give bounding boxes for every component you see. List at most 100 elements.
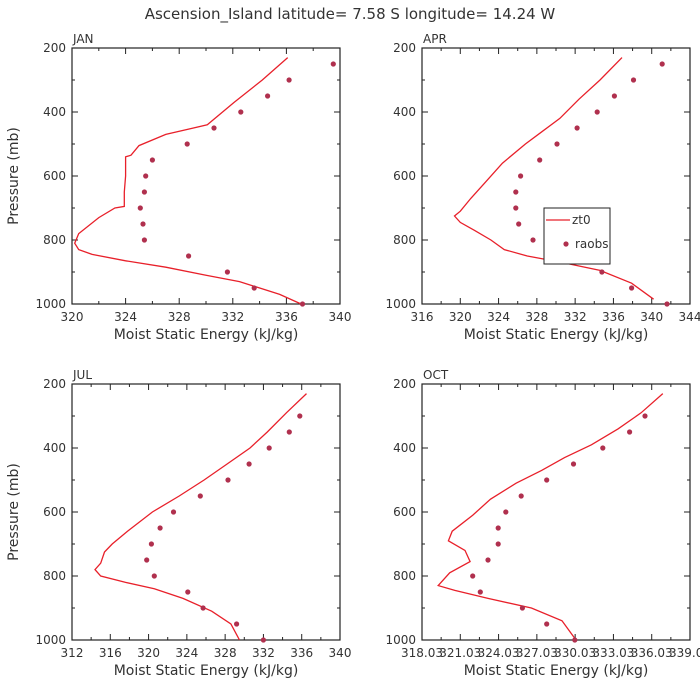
y-tick-label: 200	[393, 41, 416, 55]
panel-label: OCT	[423, 368, 449, 382]
data-point-raobs	[664, 301, 670, 307]
y-tick-label: 800	[43, 569, 66, 583]
data-point-raobs	[503, 509, 509, 515]
data-point-raobs	[495, 525, 501, 531]
x-tick-label: 336	[602, 310, 625, 324]
data-point-raobs	[485, 557, 491, 563]
panel-label: JAN	[72, 32, 94, 46]
data-point-raobs	[234, 621, 240, 627]
data-point-raobs	[572, 637, 578, 643]
x-tick-label: 340	[640, 310, 663, 324]
data-point-raobs	[519, 605, 526, 611]
data-point-raobs	[594, 109, 600, 115]
data-point-raobs	[513, 189, 519, 195]
y-tick-label: 1000	[385, 297, 416, 311]
legend-label-zt0: zt0	[572, 213, 591, 227]
x-tick-label: 340	[329, 310, 352, 324]
x-tick-label: 318.03	[401, 646, 443, 660]
data-point-raobs	[518, 493, 524, 499]
x-tick-label: 328	[214, 646, 237, 660]
x-tick-label: 324	[487, 310, 510, 324]
data-point-raobs	[513, 205, 519, 211]
data-point-raobs	[299, 301, 306, 307]
data-point-raobs	[516, 221, 522, 227]
x-tick-label: 344	[679, 310, 700, 324]
data-point-raobs	[137, 205, 143, 211]
data-point-raobs	[246, 461, 252, 467]
y-tick-label: 800	[43, 233, 66, 247]
panel-oct: OCT318.03321.03324.03327.03330.03333.033…	[385, 368, 700, 679]
data-point-raobs	[600, 445, 606, 451]
data-point-raobs	[151, 573, 157, 579]
y-tick-label: 600	[43, 169, 66, 183]
y-tick-label: 200	[393, 377, 416, 391]
y-tick-label: 600	[43, 505, 66, 519]
data-point-raobs	[544, 621, 550, 627]
y-tick-label: 600	[393, 505, 416, 519]
y-tick-label: 1000	[35, 297, 66, 311]
chart-title: Ascension_Island latitude= 7.58 S longit…	[145, 5, 556, 24]
data-point-raobs	[140, 221, 146, 227]
plot-frame	[421, 383, 691, 641]
x-tick-label: 324.03	[478, 646, 520, 660]
data-point-raobs	[225, 477, 231, 483]
panel-label: JUL	[72, 368, 92, 382]
data-point-raobs	[627, 429, 633, 435]
x-tick-label: 340	[329, 646, 352, 660]
plot-frame	[71, 47, 341, 305]
data-point-raobs	[141, 189, 147, 195]
panel-jan: JAN 320 324 328 332 336 340 200 400 600 800 1000 Moi…	[6, 32, 351, 343]
series-line-zt0	[94, 393, 307, 641]
legend-label-raobs: raobs	[575, 237, 609, 251]
data-point-raobs	[470, 573, 476, 579]
legend: zt0 raobs	[543, 207, 611, 265]
data-point-raobs	[170, 509, 177, 515]
y-tick-label: 800	[393, 233, 416, 247]
y-tick-label: 1000	[385, 633, 416, 647]
x-tick-label: 327.03	[516, 646, 558, 660]
x-tick-label: 320	[449, 310, 472, 324]
x-tick-label: 336	[275, 310, 298, 324]
y-tick-label: 400	[393, 441, 416, 455]
series-line-zt0	[437, 393, 664, 641]
data-point-raobs	[185, 589, 191, 595]
x-tick-label: 321.03	[439, 646, 481, 660]
y-tick-label: 1000	[35, 633, 66, 647]
y-axis-title: Pressure (mb)	[6, 463, 22, 561]
y-tick-label: 400	[43, 105, 66, 119]
panel-apr: APR 316 320 324 328 332 336 340 344 200 400 600 800 1…	[385, 32, 700, 343]
data-point-raobs	[642, 413, 648, 419]
panel-label: APR	[423, 32, 447, 46]
x-tick-label: 320	[61, 310, 84, 324]
data-point-raobs	[286, 77, 292, 83]
data-point-raobs	[224, 269, 230, 275]
x-tick-label: 336	[290, 646, 313, 660]
data-point-raobs	[197, 493, 203, 499]
panel-jul: JUL 312 316 320 324 328 332 336 340 200 400 600 800 1…	[6, 368, 351, 679]
plot-frame	[421, 47, 691, 305]
data-point-raobs	[251, 285, 257, 291]
data-point-raobs	[157, 525, 163, 531]
x-tick-label: 332	[221, 310, 244, 324]
data-point-raobs	[570, 461, 577, 467]
data-point-raobs	[518, 173, 524, 179]
data-point-raobs	[200, 605, 206, 611]
y-axis-title: Pressure (mb)	[6, 127, 22, 225]
y-tick-label: 200	[43, 41, 66, 55]
x-axis-title: Moist Static Energy (kJ/kg)	[464, 663, 649, 679]
x-tick-label: 333.03	[592, 646, 634, 660]
data-point-raobs	[629, 285, 635, 291]
y-tick-label: 400	[393, 105, 416, 119]
data-point-raobs	[286, 429, 292, 435]
series-line-zt0	[73, 57, 302, 305]
x-tick-label: 324	[175, 646, 198, 660]
x-tick-label: 332	[564, 310, 587, 324]
x-tick-label: 336.03	[631, 646, 673, 660]
data-point-raobs	[266, 445, 272, 451]
data-point-raobs	[477, 589, 483, 595]
data-point-raobs	[186, 253, 192, 259]
data-point-raobs	[238, 109, 244, 115]
data-point-raobs	[630, 77, 637, 83]
data-point-raobs	[574, 125, 580, 131]
